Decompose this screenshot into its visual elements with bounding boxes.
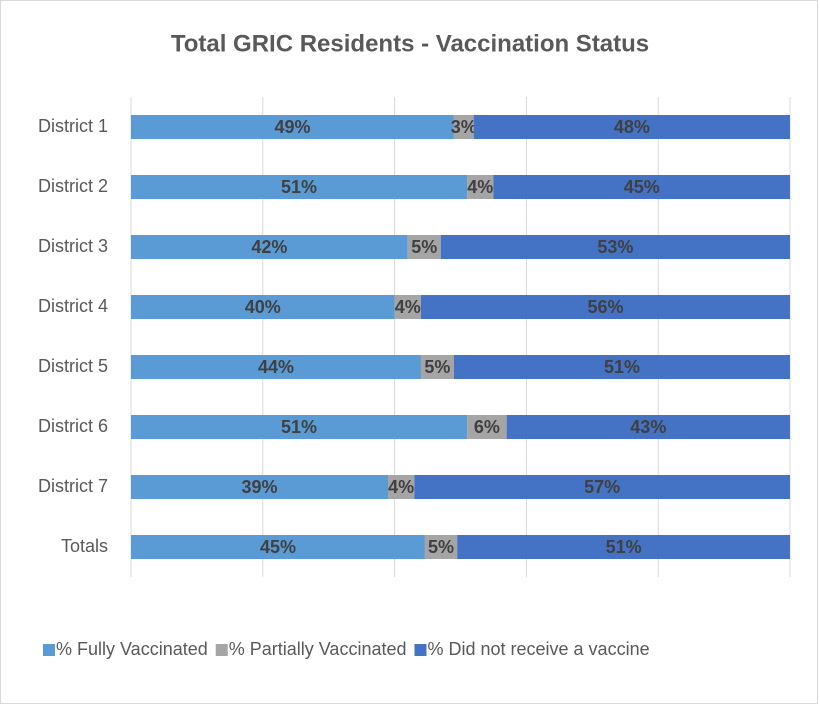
bar-segment	[420, 295, 790, 319]
bar-segment	[131, 535, 425, 559]
data-label: 51%	[604, 357, 640, 377]
data-label: 3%	[451, 117, 477, 137]
data-label: 6%	[474, 417, 500, 437]
data-label: 48%	[614, 117, 650, 137]
bar-segment	[131, 115, 454, 139]
data-label: 39%	[241, 477, 277, 497]
data-label: 49%	[274, 117, 310, 137]
bar-segment	[131, 235, 408, 259]
y-tick-label: District 2	[38, 176, 108, 196]
legend-label: % Fully Vaccinated	[56, 639, 208, 659]
data-label: 51%	[606, 537, 642, 557]
data-label: 5%	[411, 237, 437, 257]
bar-segment	[131, 295, 395, 319]
bar-segment	[440, 235, 790, 259]
bar-segment	[131, 175, 468, 199]
data-label: 4%	[388, 477, 414, 497]
bar-segment	[424, 535, 458, 559]
y-tick-label: District 3	[38, 236, 108, 256]
bar-segment	[467, 415, 507, 439]
data-label: 51%	[281, 417, 317, 437]
bar-segment	[453, 355, 790, 379]
data-label: 45%	[260, 537, 296, 557]
y-tick-label: District 6	[38, 416, 108, 436]
legend-label: % Partially Vaccinated	[229, 639, 407, 659]
legend-swatch	[414, 644, 427, 656]
bar-segment	[467, 175, 494, 199]
bar-segment	[473, 115, 790, 139]
bar-segment	[407, 235, 441, 259]
y-tick-label: District 7	[38, 476, 108, 496]
y-tick-label: District 5	[38, 356, 108, 376]
bar-segment	[493, 175, 790, 199]
data-label: 45%	[624, 177, 660, 197]
data-label: 56%	[587, 297, 623, 317]
bar-segment	[506, 415, 790, 439]
bar-segment	[131, 355, 421, 379]
data-label: 43%	[630, 417, 666, 437]
data-label: 5%	[428, 537, 454, 557]
data-label: 4%	[467, 177, 493, 197]
legend-swatch	[43, 644, 55, 656]
y-tick-label: District 4	[38, 296, 108, 316]
bar-segment	[457, 535, 790, 559]
data-label: 5%	[424, 357, 450, 377]
data-label: 53%	[597, 237, 633, 257]
bar-segment	[420, 355, 454, 379]
bar-segment	[394, 295, 421, 319]
legend-swatch	[215, 644, 228, 656]
data-label: 57%	[584, 477, 620, 497]
chart-title: Total GRIC Residents - Vaccination Statu…	[171, 30, 649, 57]
y-tick-label: District 1	[38, 116, 108, 136]
bar-segment	[131, 475, 389, 499]
data-label: 42%	[251, 237, 287, 257]
y-tick-label: Totals	[61, 536, 108, 556]
legend-label: % Did not receive a vaccine	[427, 639, 649, 659]
bar-segment	[131, 415, 468, 439]
data-label: 40%	[245, 297, 281, 317]
bar-segment	[453, 115, 474, 139]
data-label: 44%	[258, 357, 294, 377]
bar-segment	[388, 475, 415, 499]
bar-segment	[414, 475, 790, 499]
data-label: 4%	[395, 297, 421, 317]
data-label: 51%	[281, 177, 317, 197]
